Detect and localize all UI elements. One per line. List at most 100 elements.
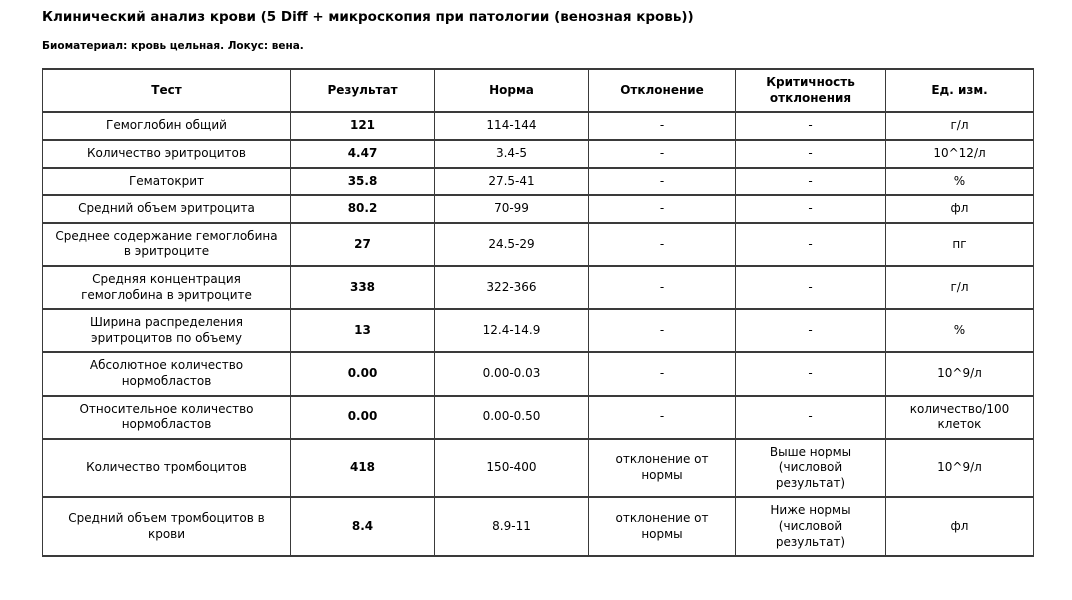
deviation-cell: отклонение от нормы xyxy=(588,437,736,499)
test-cell: Средний объем тромбоцитов в крови xyxy=(42,496,291,558)
deviation-cell: - xyxy=(588,264,736,311)
norm-cell-text: 70-99 xyxy=(494,201,529,216)
norm-cell: 12.4-14.9 xyxy=(434,308,589,354)
unit-cell-text: г/л xyxy=(950,118,969,133)
criticality-cell: - xyxy=(735,194,886,224)
result-cell: 35.8 xyxy=(290,166,435,197)
criticality-cell-text: - xyxy=(808,173,813,188)
test-cell-text: Количество тромбоцитов xyxy=(86,460,247,475)
unit-cell-text: фл xyxy=(950,201,969,216)
deviation-cell-text: - xyxy=(659,322,665,337)
criticality-cell-text: - xyxy=(808,145,813,160)
norm-cell: 0.00-0.03 xyxy=(434,351,589,397)
deviation-cell: - xyxy=(588,351,736,397)
unit-cell-text: 10^12/л xyxy=(933,145,986,160)
norm-cell-text: 150-400 xyxy=(486,460,537,475)
deviation-cell: - xyxy=(588,394,736,440)
page-title: Клинический анализ крови (5 Diff + микро… xyxy=(42,9,694,25)
deviation-cell-text: - xyxy=(659,201,665,216)
unit-cell: фл xyxy=(885,194,1034,224)
biomaterial-subtitle: Биоматериал: кровь цельная. Локус: вена. xyxy=(42,39,304,52)
table-row: Относительное количество нормобластов 0.0… xyxy=(42,394,1034,440)
norm-cell: 24.5-29 xyxy=(434,221,589,267)
norm-cell: 322-366 xyxy=(434,264,589,311)
results-table-header: Тест Результат Норма Отклонение Критично… xyxy=(42,68,1034,114)
criticality-cell-text: - xyxy=(808,366,813,381)
norm-cell-text: 27.5-41 xyxy=(488,173,535,188)
test-cell: Абсолютное количество нормобластов xyxy=(42,351,291,397)
unit-cell-text: количество/100 клеток xyxy=(909,401,1010,432)
result-cell-text: 121 xyxy=(349,118,376,133)
criticality-cell: - xyxy=(735,308,886,354)
test-cell-text: Среднее содержание гемоглобина в эритроц… xyxy=(55,228,278,259)
table-row: Количество эритроцитов 4.47 3.4-5 - - 10^12/л xyxy=(42,138,1034,169)
unit-cell-text: 10^9/л xyxy=(937,460,982,475)
norm-cell: 114-144 xyxy=(434,111,589,141)
norm-cell-text: 24.5-29 xyxy=(488,236,535,251)
result-cell: 27 xyxy=(290,221,435,267)
criticality-cell-text: Ниже нормы (числовой результат) xyxy=(770,503,851,549)
deviation-cell: - xyxy=(588,194,736,224)
unit-cell: % xyxy=(885,166,1034,197)
result-cell-text: 27 xyxy=(354,236,371,251)
deviation-cell-text: отклонение от нормы xyxy=(615,452,709,483)
unit-cell: г/л xyxy=(885,264,1034,311)
norm-cell-text: 322-366 xyxy=(486,279,537,294)
norm-cell: 3.4-5 xyxy=(434,138,589,169)
criticality-cell-text: - xyxy=(808,118,813,133)
unit-cell: фл xyxy=(885,496,1034,558)
result-cell: 0.00 xyxy=(290,394,435,440)
result-cell-text: 0.00 xyxy=(347,366,378,381)
unit-cell: количество/100 клеток xyxy=(885,394,1034,440)
norm-cell-text: 12.4-14.9 xyxy=(482,322,541,337)
result-cell: 4.47 xyxy=(290,138,435,169)
test-cell-text: Средний объем тромбоцитов в крови xyxy=(68,511,265,541)
test-cell-text: Количество эритроцитов xyxy=(87,145,246,160)
unit-cell-text: г/л xyxy=(950,279,969,294)
criticality-cell: - xyxy=(735,394,886,440)
deviation-cell: - xyxy=(588,308,736,354)
test-cell-text: Средний объем эритроцита xyxy=(78,201,255,216)
norm-cell-text: 3.4-5 xyxy=(495,145,528,160)
test-cell: Количество тромбоцитов xyxy=(42,437,291,499)
test-cell: Гемоглобин общий xyxy=(42,111,291,141)
table-row: Гемоглобин общий 121 114-144 - - г/л xyxy=(42,111,1034,141)
test-cell-text: Гематокрит xyxy=(128,173,205,188)
header-unit: Ед. изм. xyxy=(885,68,1034,114)
test-cell-text: Абсолютное количество нормобластов xyxy=(89,358,244,388)
header-criticality: Критичность отклонения xyxy=(735,68,886,114)
unit-cell: 10^12/л xyxy=(885,138,1034,169)
table-row: Средний объем тромбоцитов в крови 8.4 8.9-… xyxy=(42,496,1034,558)
table-row: Ширина распределения эритроцитов по объе… xyxy=(42,308,1034,354)
results-table-body: Гемоглобин общий 121 114-144 - - г/л Количеств… xyxy=(42,111,1034,558)
unit-cell-text: фл xyxy=(950,519,969,534)
table-row: Количество тромбоцитов 418 150-400 отклонен… xyxy=(42,437,1034,499)
result-cell: 8.4 xyxy=(290,496,435,558)
criticality-cell: - xyxy=(735,166,886,197)
test-cell: Средняя концентрация гемоглобина в эритр… xyxy=(42,264,291,311)
deviation-cell-text: - xyxy=(659,145,665,160)
header-row: Тест Результат Норма Отклонение Критично… xyxy=(42,68,1034,114)
deviation-cell-text: отклонение от нормы xyxy=(615,511,709,541)
result-cell-text: 35.8 xyxy=(347,173,378,188)
unit-cell-text: % xyxy=(953,322,966,337)
result-cell-text: 80.2 xyxy=(347,201,378,216)
test-cell-text: Относительное количество нормобластов xyxy=(79,401,254,432)
norm-cell-text: 114-144 xyxy=(486,118,537,133)
table-row: Гематокрит 35.8 27.5-41 - -% xyxy=(42,166,1034,197)
table-row: Абсолютное количество нормобластов 0.00 0.… xyxy=(42,351,1034,397)
unit-cell-text: % xyxy=(953,173,966,188)
result-cell-text: 4.47 xyxy=(347,145,378,160)
result-cell-text: 13 xyxy=(354,322,371,337)
norm-cell: 0.00-0.50 xyxy=(434,394,589,440)
test-cell: Средний объем эритроцита xyxy=(42,194,291,224)
deviation-cell-text: - xyxy=(659,409,665,424)
criticality-cell: Ниже нормы (числовой результат) xyxy=(735,496,886,558)
deviation-cell: - xyxy=(588,166,736,197)
unit-cell: 10^9/л xyxy=(885,351,1034,397)
result-cell: 418 xyxy=(290,437,435,499)
result-cell: 0.00 xyxy=(290,351,435,397)
norm-cell: 70-99 xyxy=(434,194,589,224)
test-cell: Гематокрит xyxy=(42,166,291,197)
deviation-cell-text: - xyxy=(659,366,665,381)
